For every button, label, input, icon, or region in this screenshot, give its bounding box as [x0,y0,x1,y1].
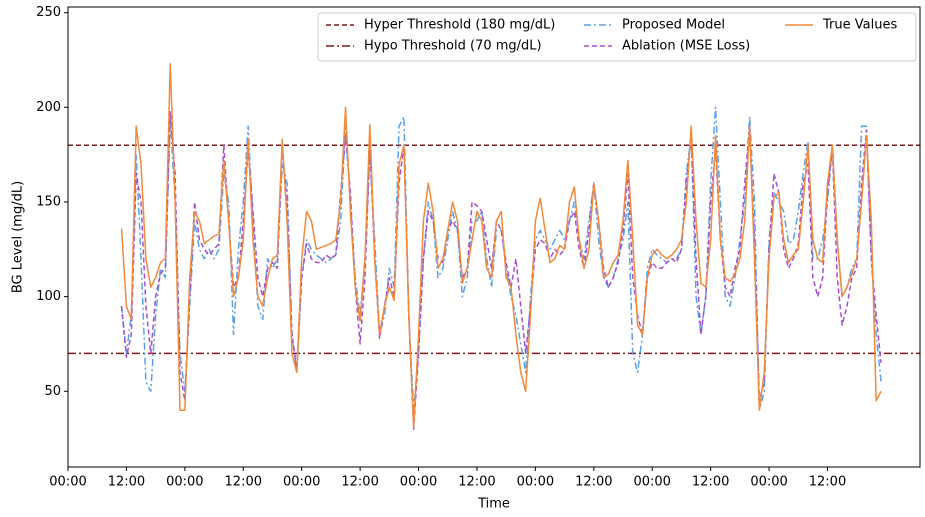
y-tick-label: 200 [36,100,61,115]
x-tick-label: 12:00 [692,475,729,490]
series-line [120,63,882,428]
legend-label: Proposed Model [622,18,725,33]
x-tick-label: 12:00 [458,475,495,490]
legend-label: Ablation (MSE Loss) [622,39,750,54]
x-tick-label: 12:00 [225,475,262,490]
legend-label: True Values [822,18,897,33]
y-tick-label: 50 [44,384,61,399]
x-tick-label: 12:00 [341,475,378,490]
x-tick-label: 00:00 [633,475,670,490]
legend: Hyper Threshold (180 mg/dL) Hypo Threshol… [317,12,917,62]
y-tick-label: 150 [36,194,61,209]
x-tick-label: 12:00 [108,475,145,490]
y-tick-label: 250 [36,5,61,20]
series-line [120,106,882,411]
x-tick-label: 00:00 [166,475,203,490]
x-tick-label: 00:00 [517,475,554,490]
legend-label: Hyper Threshold (180 mg/dL) [364,18,555,33]
legend-label: Hypo Threshold (70 mg/dL) [364,39,542,54]
x-tick-label: 00:00 [750,475,787,490]
y-axis-label: BG Level (mg/dL) [11,181,26,293]
y-tick-label: 100 [36,289,61,304]
x-axis-label: Time [477,497,510,512]
plot-frame [67,6,921,468]
legend-box [317,12,917,62]
x-tick-label: 00:00 [400,475,437,490]
x-tick-label: 00:00 [283,475,320,490]
x-tick-label: 00:00 [49,475,86,490]
x-tick-label: 12:00 [575,475,612,490]
series-line [120,110,882,430]
x-tick-label: 12:00 [809,475,846,490]
